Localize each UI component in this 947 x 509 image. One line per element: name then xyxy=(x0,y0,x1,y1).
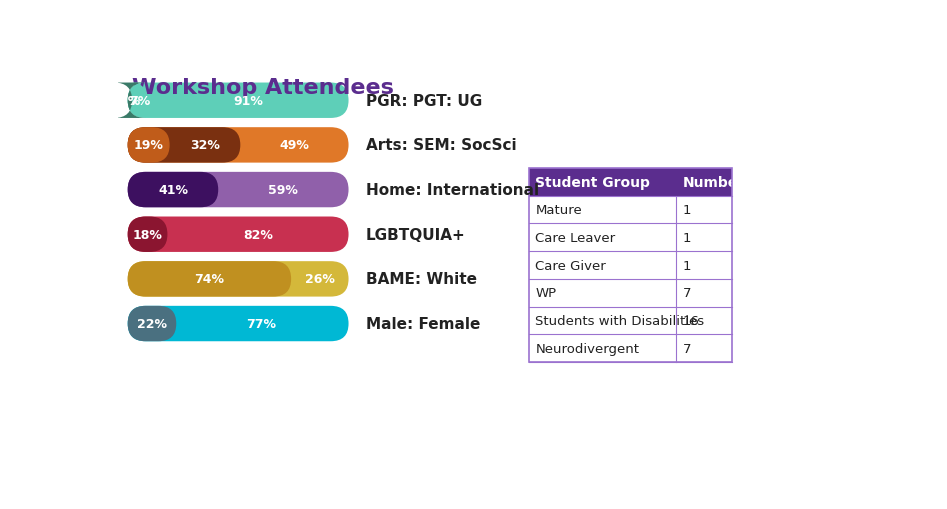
FancyBboxPatch shape xyxy=(529,168,732,196)
Text: 7: 7 xyxy=(683,342,691,355)
FancyBboxPatch shape xyxy=(128,262,348,297)
Text: Care Giver: Care Giver xyxy=(535,259,606,272)
Text: PGR: PGT: UG: PGR: PGT: UG xyxy=(366,94,482,108)
FancyBboxPatch shape xyxy=(128,217,168,252)
Text: Students with Disabilities: Students with Disabilities xyxy=(535,315,705,327)
Text: 82%: 82% xyxy=(243,228,273,241)
FancyBboxPatch shape xyxy=(128,83,348,119)
Text: 16: 16 xyxy=(683,315,700,327)
Text: Home: International: Home: International xyxy=(366,183,539,197)
Text: 1: 1 xyxy=(683,204,691,217)
FancyBboxPatch shape xyxy=(529,224,732,251)
FancyBboxPatch shape xyxy=(529,196,732,224)
Text: Student Group: Student Group xyxy=(535,176,651,189)
FancyBboxPatch shape xyxy=(128,128,241,163)
Text: Number: Number xyxy=(683,176,744,189)
Text: 74%: 74% xyxy=(194,273,224,286)
Text: 59%: 59% xyxy=(268,184,298,196)
Text: 32%: 32% xyxy=(190,139,220,152)
Text: 1: 1 xyxy=(683,232,691,244)
FancyBboxPatch shape xyxy=(128,83,148,119)
Text: 22%: 22% xyxy=(137,318,167,330)
FancyBboxPatch shape xyxy=(529,251,732,279)
FancyBboxPatch shape xyxy=(128,262,291,297)
Text: WP: WP xyxy=(535,287,557,300)
Text: Care Leaver: Care Leaver xyxy=(535,232,616,244)
Text: Neurodivergent: Neurodivergent xyxy=(535,342,639,355)
FancyBboxPatch shape xyxy=(128,217,348,252)
Text: 91%: 91% xyxy=(233,95,263,107)
FancyBboxPatch shape xyxy=(529,307,732,334)
Text: 41%: 41% xyxy=(158,184,188,196)
Text: LGBTQUIA+: LGBTQUIA+ xyxy=(366,228,465,242)
Text: 49%: 49% xyxy=(279,139,310,152)
Text: 7: 7 xyxy=(683,287,691,300)
Text: Mature: Mature xyxy=(535,204,582,217)
Text: 7%: 7% xyxy=(129,95,151,107)
Text: 2%: 2% xyxy=(119,95,140,107)
Text: 1: 1 xyxy=(683,259,691,272)
FancyBboxPatch shape xyxy=(128,306,348,342)
Text: 77%: 77% xyxy=(246,318,277,330)
FancyBboxPatch shape xyxy=(529,279,732,307)
FancyBboxPatch shape xyxy=(115,83,146,119)
Text: 18%: 18% xyxy=(133,228,163,241)
FancyBboxPatch shape xyxy=(128,173,218,208)
FancyBboxPatch shape xyxy=(128,173,348,208)
Text: Male: Female: Male: Female xyxy=(366,317,480,331)
FancyBboxPatch shape xyxy=(529,334,732,362)
Text: Workshop Attendees: Workshop Attendees xyxy=(133,78,394,98)
Text: 19%: 19% xyxy=(134,139,164,152)
Text: 26%: 26% xyxy=(305,273,335,286)
Text: BAME: White: BAME: White xyxy=(366,272,476,287)
FancyBboxPatch shape xyxy=(128,128,170,163)
FancyBboxPatch shape xyxy=(128,306,176,342)
FancyBboxPatch shape xyxy=(128,128,348,163)
Text: Arts: SEM: SocSci: Arts: SEM: SocSci xyxy=(366,138,516,153)
